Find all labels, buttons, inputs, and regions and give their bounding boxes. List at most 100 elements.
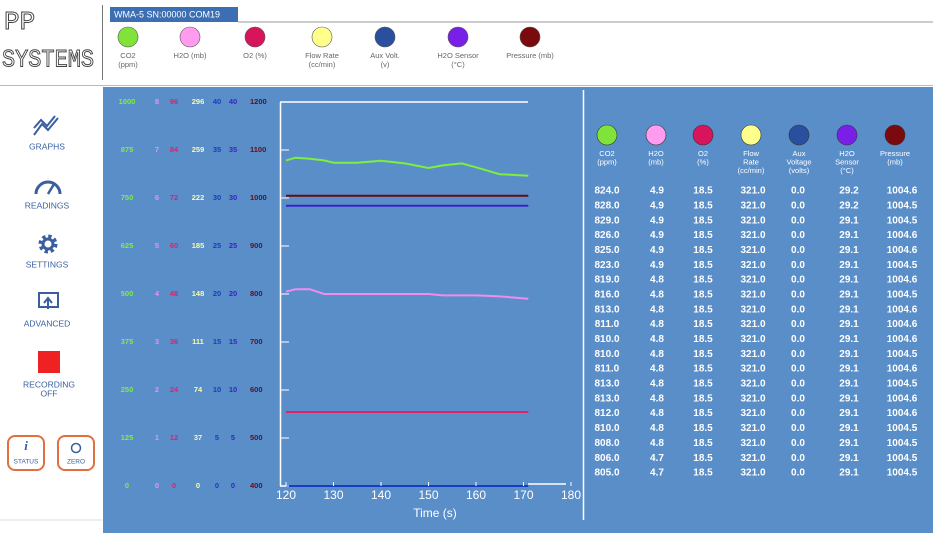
- table-cell: 4.7: [650, 468, 664, 479]
- title: WMA-5 SN:00000 COM19: [114, 9, 220, 19]
- table-cell: 805.0: [594, 468, 619, 479]
- table-cell: 29.1: [839, 379, 859, 390]
- legend-label: Aux Volt.: [370, 51, 400, 60]
- y-tick-label: 8: [155, 97, 159, 106]
- table-cell: 321.0: [740, 186, 765, 197]
- table-cell: 0.0: [791, 319, 805, 330]
- table-cell: 813.0: [594, 393, 619, 404]
- table-cell: 4.9: [650, 186, 664, 197]
- table-cell: 4.8: [650, 423, 664, 434]
- y-tick-label: 30: [213, 193, 221, 202]
- logo: SYSTEMS: [2, 46, 94, 75]
- plot-area: [285, 156, 529, 487]
- table-cell: 4.8: [650, 275, 664, 286]
- table-cell: 18.5: [693, 260, 713, 271]
- table-cell: 321.0: [740, 408, 765, 419]
- settings-icon[interactable]: [38, 234, 58, 254]
- y-tick-label: 111: [192, 337, 204, 346]
- table-cell: 321.0: [740, 245, 765, 256]
- table-cell: 810.0: [594, 334, 619, 345]
- column-header: Aux: [793, 149, 806, 158]
- status-label[interactable]: STATUS: [14, 459, 39, 466]
- graphs-button[interactable]: GRAPHS: [29, 141, 65, 151]
- legend-swatch: [519, 26, 541, 48]
- table-cell: 813.0: [594, 379, 619, 390]
- table-cell: 0.0: [791, 290, 805, 301]
- advanced-button[interactable]: ADVANCED: [24, 318, 71, 328]
- table-cell: 18.5: [693, 275, 713, 286]
- legend-label: (°C): [451, 60, 465, 69]
- legend-label: (v): [381, 60, 390, 69]
- table-cell: 1004.6: [887, 304, 918, 315]
- column-header: (°C): [840, 166, 854, 175]
- table-cell: 29.1: [839, 290, 859, 301]
- recording-button[interactable]: OFF: [41, 388, 58, 398]
- column-swatch: [788, 124, 810, 146]
- record-icon[interactable]: [38, 351, 60, 373]
- table-cell: 321.0: [740, 319, 765, 330]
- main-panel: [103, 87, 933, 533]
- y-tick-label: 625: [121, 241, 134, 250]
- table-cell: 0.0: [791, 245, 805, 256]
- title-box: [110, 7, 238, 22]
- table-cell: 1004.6: [887, 230, 918, 241]
- table-cell: 18.5: [693, 349, 713, 360]
- table-cell: 4.8: [650, 364, 664, 375]
- table-cell: 18.5: [693, 200, 713, 211]
- table-cell: 1004.5: [887, 423, 918, 434]
- recording-button[interactable]: RECORDING: [23, 379, 75, 389]
- y-tick-label: 72: [170, 193, 178, 202]
- legend-swatch: [374, 26, 396, 48]
- legend-label: H2O Sensor: [437, 51, 479, 60]
- table-cell: 4.8: [650, 304, 664, 315]
- table-cell: 1004.5: [887, 438, 918, 449]
- table-cell: 321.0: [740, 334, 765, 345]
- table-cell: 4.8: [650, 349, 664, 360]
- table-cell: 4.8: [650, 379, 664, 390]
- table-cell: 321.0: [740, 438, 765, 449]
- column-swatch: [645, 124, 667, 146]
- table-cell: 0.0: [791, 334, 805, 345]
- settings-icon[interactable]: [41, 237, 55, 251]
- table-cell: 18.5: [693, 319, 713, 330]
- advanced-icon[interactable]: [43, 296, 53, 309]
- zero-label[interactable]: ZERO: [67, 459, 85, 466]
- status-button[interactable]: [7, 435, 45, 471]
- y-tick-label: 35: [213, 145, 221, 154]
- y-tick-label: 35: [229, 145, 237, 154]
- table-cell: 18.5: [693, 186, 713, 197]
- table-cell: 0.0: [791, 349, 805, 360]
- y-tick-label: 5: [155, 241, 159, 250]
- column-swatch: [740, 124, 762, 146]
- table-cell: 4.8: [650, 334, 664, 345]
- y-tick-label: 296: [192, 97, 205, 106]
- zero-icon[interactable]: [70, 442, 82, 454]
- table-cell: 1004.6: [887, 275, 918, 286]
- readings-icon[interactable]: [46, 183, 56, 195]
- table-cell: 29.1: [839, 230, 859, 241]
- y-tick-label: 37: [194, 433, 202, 442]
- table-cell: 0.0: [791, 230, 805, 241]
- x-tick-label: 160: [466, 488, 486, 502]
- readings-icon[interactable]: [34, 180, 62, 195]
- status-icon[interactable]: i: [24, 438, 28, 453]
- graphs-icon[interactable]: [33, 115, 59, 136]
- readings-button[interactable]: READINGS: [25, 200, 70, 210]
- y-tick-label: 750: [121, 193, 134, 202]
- table-cell: 1004.5: [887, 379, 918, 390]
- table-cell: 4.8: [650, 319, 664, 330]
- table-cell: 825.0: [594, 245, 619, 256]
- table-cell: 18.5: [693, 408, 713, 419]
- table-cell: 1004.6: [887, 408, 918, 419]
- column-header: H2O: [839, 149, 855, 158]
- table-cell: 321.0: [740, 275, 765, 286]
- y-tick-label: 10: [229, 385, 237, 394]
- table-cell: 18.5: [693, 453, 713, 464]
- settings-button[interactable]: SETTINGS: [26, 259, 69, 269]
- table-cell: 813.0: [594, 304, 619, 315]
- table-cell: 1004.6: [887, 364, 918, 375]
- y-tick-label: 1000: [119, 97, 136, 106]
- table-cell: 29.1: [839, 275, 859, 286]
- y-tick-label: 48: [170, 289, 178, 298]
